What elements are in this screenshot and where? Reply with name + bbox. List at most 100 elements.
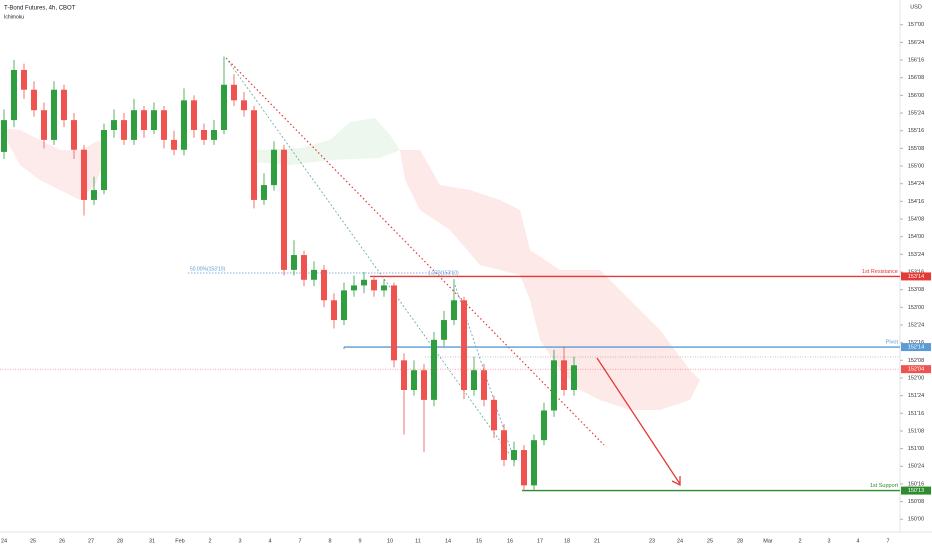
level-name: 1st Resistance: [862, 269, 898, 275]
x-tick-label: 17: [537, 538, 543, 544]
price-tag-label: 150'13: [908, 488, 924, 494]
x-tick-label: 24: [1, 538, 7, 544]
cloud: [255, 118, 400, 165]
x-tick-label: 8: [328, 538, 331, 544]
y-tick-label: 153'00: [908, 305, 924, 311]
y-tick-label: 150'08: [908, 499, 924, 505]
x-tick-label: 18: [564, 538, 570, 544]
y-tick-label: 155'24: [908, 110, 924, 116]
candle-body: [101, 129, 107, 191]
candle-body: [161, 110, 167, 140]
y-tick-label: 152'24: [908, 322, 924, 328]
x-tick-label: 23: [649, 538, 655, 544]
candle-body: [201, 129, 207, 140]
candle-body: [341, 290, 347, 321]
y-tick-label: 157'00: [908, 22, 924, 28]
candle-body: [481, 370, 487, 400]
candle-body: [221, 84, 227, 130]
x-tick-label: 7: [298, 538, 301, 544]
candle-body: [21, 69, 27, 90]
candle-body: [211, 129, 217, 140]
candle-body: [111, 120, 117, 130]
x-tick-label: 3: [827, 538, 830, 544]
y-tick-label: 152'00: [908, 375, 924, 381]
y-tick-label: 152'08: [908, 358, 924, 364]
candle-body: [61, 89, 67, 121]
candle-body: [1, 120, 7, 152]
candle-body: [411, 370, 417, 390]
candle-body: [51, 89, 57, 140]
x-tick-label: 31: [149, 538, 155, 544]
x-tick-label: 9: [358, 538, 361, 544]
candle-body: [41, 110, 47, 140]
x-tick-label: 4: [268, 538, 271, 544]
x-tick-label: 28: [737, 538, 743, 544]
candle-body: [181, 100, 187, 150]
candle-body: [271, 149, 277, 186]
x-tick-label: 10: [387, 538, 393, 544]
trend-line: [225, 57, 511, 456]
candle-body: [151, 110, 157, 130]
x-tick-label: 21: [594, 538, 600, 544]
candle-body: [241, 100, 247, 111]
price-tag-label: 152'04: [908, 367, 924, 373]
candle-body: [71, 120, 77, 150]
candle-body: [31, 89, 37, 111]
candle-body: [121, 120, 127, 140]
candle-body: [531, 440, 537, 486]
y-tick-label: 150'16: [908, 481, 924, 487]
candle-body: [451, 300, 457, 321]
candle-body: [281, 149, 287, 270]
x-tick-label: 7: [886, 538, 889, 544]
cloud: [0, 128, 105, 200]
candle-body: [361, 279, 367, 286]
y-tick-label: 155'00: [908, 163, 924, 169]
candle-body: [441, 320, 447, 340]
level-name: 1st Support: [870, 483, 899, 489]
y-tick-label: 150'24: [908, 464, 924, 470]
x-tick-label: 2: [208, 538, 211, 544]
level-name: Pivot: [886, 340, 899, 346]
candle-body: [131, 110, 137, 140]
candle-body: [401, 360, 407, 390]
arrow-head: [671, 476, 681, 487]
y-tick-label: 153'24: [908, 252, 924, 258]
candle-body: [521, 450, 527, 486]
y-tick-label: 155'08: [908, 146, 924, 152]
candle-body: [371, 279, 377, 291]
candle-body: [261, 185, 267, 200]
candle-body: [381, 285, 387, 291]
y-tick-label: 151'24: [908, 393, 924, 399]
x-tick-label: 14: [445, 538, 451, 544]
price-tag: [901, 343, 931, 352]
candle-body: [231, 84, 237, 101]
candle-body: [501, 430, 507, 460]
price-tag-label: 152'14: [908, 345, 924, 351]
arrow: [596, 357, 681, 485]
fib-label: 50.00%(153'10): [190, 266, 225, 272]
y-tick-label: 153'08: [908, 287, 924, 293]
candle-body: [301, 255, 307, 280]
x-tick-label: 26: [59, 538, 65, 544]
y-tick-label: 151'16: [908, 411, 924, 417]
candle-body: [391, 285, 397, 361]
candle-body: [11, 69, 17, 121]
candle-body: [311, 269, 317, 280]
x-tick-label: 25: [30, 538, 36, 544]
x-tick-label: Feb: [175, 538, 184, 544]
y-tick-label: 155'16: [908, 128, 924, 134]
x-tick-label: 2: [798, 538, 801, 544]
chart-title: T-Bond Futures, 4h, CBOT: [4, 6, 76, 12]
x-tick-label: 4: [856, 538, 859, 544]
y-tick-label: 156'08: [908, 75, 924, 81]
price-tag: [901, 486, 931, 495]
cloud: [400, 150, 700, 410]
y-tick-label: 150'00: [908, 517, 924, 523]
candle-body: [331, 300, 337, 321]
candle-body: [541, 410, 547, 441]
fib-label: 1.272(153'10): [428, 270, 459, 276]
candle-body: [431, 339, 437, 400]
candle-body: [461, 300, 467, 390]
